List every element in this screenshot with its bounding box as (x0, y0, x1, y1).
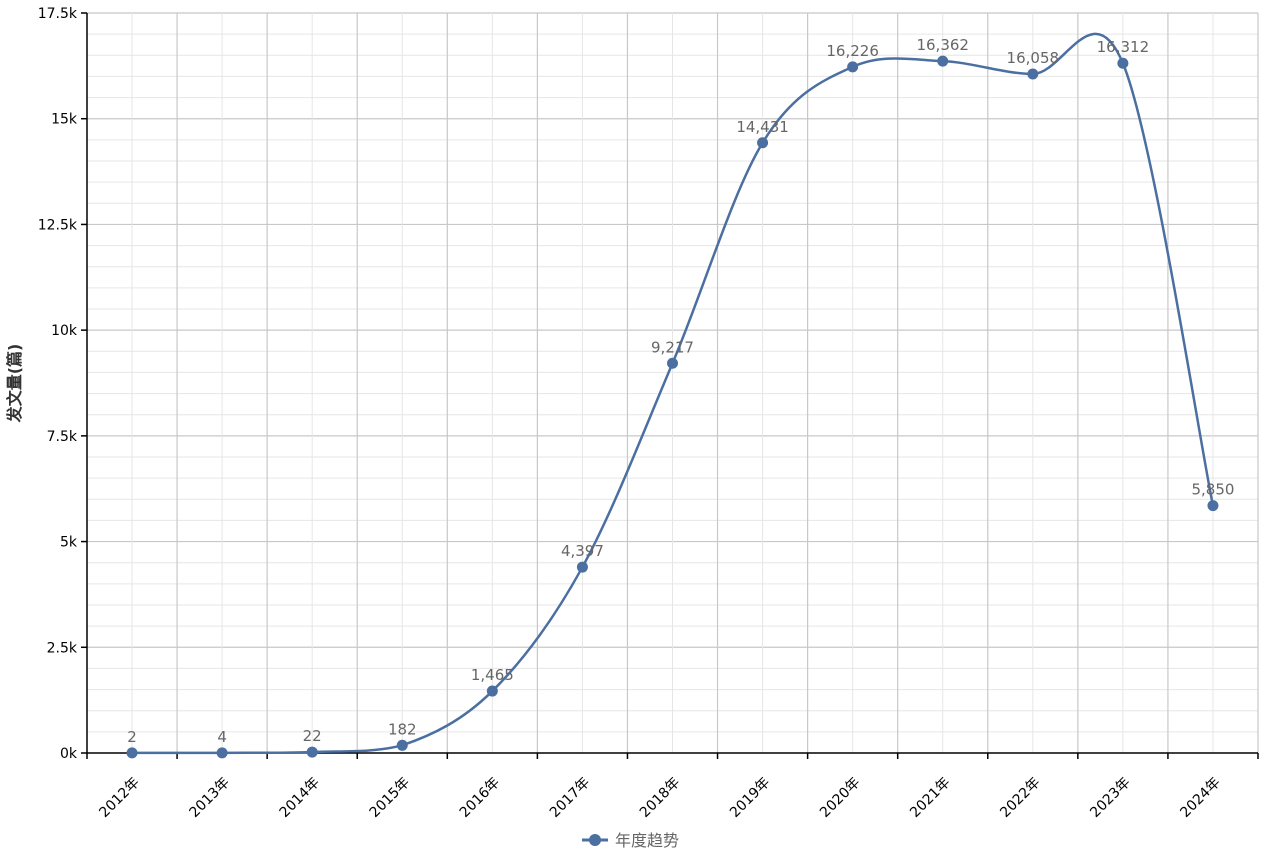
data-point[interactable] (847, 61, 859, 73)
x-tick-label: 2024年 (1177, 775, 1223, 821)
x-tick-label: 2019年 (727, 775, 773, 821)
data-label: 4 (217, 728, 227, 746)
data-label: 5,850 (1191, 481, 1234, 499)
y-tick-label: 10k (51, 323, 78, 339)
data-label: 182 (388, 720, 417, 738)
data-label: 16,312 (1097, 38, 1150, 56)
data-point[interactable] (667, 357, 678, 369)
data-point[interactable] (486, 685, 498, 697)
y-axis-title: 发文量(篇) (5, 344, 24, 424)
legend-label: 年度趋势 (615, 831, 679, 850)
data-point[interactable] (396, 739, 408, 751)
y-tick-label: 0k (60, 746, 78, 762)
series-line-group (132, 32, 1215, 755)
data-point[interactable] (126, 747, 138, 759)
y-tick-label: 7.5k (47, 429, 78, 445)
data-label: 14,431 (736, 118, 789, 136)
x-tick-label: 2022年 (997, 775, 1043, 821)
data-point[interactable] (1207, 500, 1219, 512)
y-tick-label: 12.5k (38, 217, 78, 233)
legend-marker-swatch (589, 834, 601, 846)
x-tick-label: 2020年 (817, 775, 863, 821)
data-label: 2 (127, 728, 137, 746)
data-label: 16,226 (826, 42, 879, 60)
x-axis-ticks: 2012年 2013年 2014年 2015年 2016年 2017年 2018年 2019年… (86, 753, 1259, 821)
x-tick-label: 2014年 (277, 775, 323, 821)
data-point[interactable] (757, 137, 769, 149)
data-point[interactable] (306, 746, 318, 758)
data-label: 1,465 (471, 666, 514, 684)
x-tick-label: 2017年 (547, 775, 593, 821)
data-label: 9,217 (651, 338, 694, 356)
y-tick-label: 5k (60, 535, 78, 551)
x-tick-label: 2018年 (637, 775, 683, 821)
x-tick-label: 2012年 (96, 775, 142, 821)
data-point[interactable] (216, 747, 228, 759)
data-label: 16,058 (1007, 49, 1060, 67)
x-tick-label: 2013年 (187, 775, 233, 821)
series-markers (126, 55, 1219, 759)
y-tick-label: 17.5k (38, 6, 78, 22)
data-point[interactable] (1117, 57, 1129, 69)
x-tick-label: 2021年 (907, 775, 953, 821)
legend[interactable]: 年度趋势 (582, 831, 679, 850)
y-axis-ticks: 0k 2.5k 5k 7.5k 10k 12.5k 15k 17.5k (38, 6, 87, 762)
data-point[interactable] (937, 55, 949, 67)
data-point[interactable] (576, 561, 588, 573)
series-line (132, 32, 1215, 755)
data-label: 22 (303, 727, 322, 745)
data-labels: 2 4 22 182 1,465 4,397 9,217 14,431 16,226 16,362… (127, 36, 1234, 746)
y-tick-label: 15k (51, 112, 78, 128)
data-point[interactable] (1027, 68, 1039, 80)
x-tick-label: 2016年 (457, 775, 503, 821)
data-label: 16,362 (916, 36, 969, 54)
data-label: 4,397 (561, 542, 604, 560)
x-tick-label: 2023年 (1087, 775, 1133, 821)
y-tick-label: 2.5k (47, 640, 78, 656)
x-tick-label: 2015年 (367, 775, 413, 821)
grid (87, 12, 1259, 753)
